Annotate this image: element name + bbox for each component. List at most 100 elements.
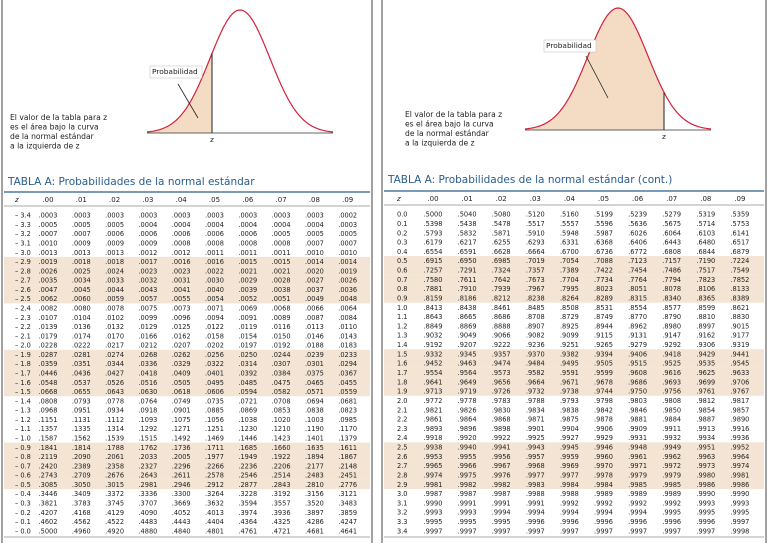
row-label: – 2.6 — [15, 286, 31, 294]
cell: .9564 — [458, 369, 477, 377]
cell: .0089 — [272, 314, 291, 322]
row-label: – 1.7 — [15, 370, 31, 378]
cell: .9099 — [560, 332, 579, 340]
row-label: – 2.8 — [15, 267, 31, 275]
cell: .3707 — [138, 500, 157, 508]
cell: .9964 — [730, 453, 749, 461]
cell: .3483 — [338, 500, 357, 508]
cell: .9993 — [458, 509, 477, 517]
cell: .9992 — [662, 499, 681, 507]
cell: .3446 — [39, 490, 58, 498]
cell: .7517 — [696, 267, 715, 275]
cell: .8023 — [594, 285, 613, 293]
row-label: – 3.4 — [15, 212, 31, 220]
row-label: 1.9 — [397, 388, 408, 396]
cell: .8106 — [696, 285, 715, 293]
cell: .6179 — [424, 239, 443, 247]
row-label: – 0.1 — [15, 518, 31, 526]
cell: .0004 — [138, 221, 157, 229]
cell: .8599 — [696, 304, 715, 312]
cell: .0158 — [205, 332, 224, 340]
cell: .9884 — [662, 416, 681, 424]
cell: .8264 — [560, 294, 579, 302]
cell: .3121 — [338, 490, 357, 498]
cell: .1170 — [338, 425, 357, 433]
cell: .1711 — [205, 444, 224, 452]
row-label: 1.7 — [397, 369, 408, 377]
cell: .9693 — [662, 378, 681, 386]
cell: .9678 — [594, 378, 613, 386]
cell: .9854 — [696, 406, 715, 414]
cell: .9463 — [458, 360, 477, 368]
column-header: z — [396, 195, 401, 203]
cell: .2611 — [172, 472, 191, 480]
row-label: – 2.0 — [15, 342, 31, 350]
cell: .2358 — [105, 462, 124, 470]
cell: .0268 — [138, 351, 157, 359]
cell: .0150 — [272, 332, 291, 340]
row-band — [4, 266, 370, 276]
caption: es el área bajo la curva — [405, 120, 494, 129]
cell: .0183 — [338, 342, 357, 350]
cell: .2483 — [305, 472, 324, 480]
cell: .9997 — [560, 527, 579, 535]
cell: .2148 — [338, 462, 357, 470]
row-label: – 1.4 — [15, 397, 31, 405]
row-label: 0.1 — [397, 220, 408, 228]
row-label: – 3.1 — [15, 240, 31, 248]
cell: .8531 — [594, 304, 613, 312]
cell: .8980 — [662, 322, 681, 330]
cell: .9893 — [424, 425, 443, 433]
cell: .9987 — [424, 490, 443, 498]
cell: .9991 — [492, 499, 511, 507]
cell: .0021 — [272, 267, 291, 275]
cell: .6808 — [662, 248, 681, 256]
cell: .9732 — [526, 388, 545, 396]
row-band — [4, 442, 370, 452]
cell: .0119 — [238, 323, 257, 331]
cell: .9265 — [594, 341, 613, 349]
shaded-area — [525, 8, 664, 130]
row-label: – 2.7 — [15, 277, 31, 285]
cell: .6985 — [492, 257, 511, 265]
cell: .9938 — [424, 444, 443, 452]
row-band — [4, 349, 370, 360]
cell: .9788 — [526, 397, 545, 405]
cell: .4286 — [305, 518, 324, 526]
cell: .0015 — [238, 258, 257, 266]
cell: .9996 — [628, 518, 647, 526]
cell: .0011 — [205, 249, 224, 257]
cell: .9990 — [424, 499, 443, 507]
cell: .1660 — [272, 444, 291, 452]
cell: .0016 — [205, 258, 224, 266]
cell: .5478 — [492, 220, 511, 228]
cell: .9719 — [458, 388, 477, 396]
cell: .9838 — [560, 406, 579, 414]
cell: .8729 — [560, 313, 579, 321]
cell: .9995 — [696, 509, 715, 517]
row-band — [4, 275, 370, 285]
cell: .9989 — [628, 490, 647, 498]
cell: .9846 — [628, 406, 647, 414]
cell: .8944 — [594, 322, 613, 330]
cell: .0301 — [305, 360, 324, 368]
cell: .3156 — [305, 490, 324, 498]
cell: .0039 — [238, 286, 257, 294]
cell: .9925 — [526, 434, 545, 442]
cell: .8849 — [424, 322, 443, 330]
cell: .0010 — [338, 249, 357, 257]
cell: .5557 — [560, 220, 579, 228]
cell: .2643 — [138, 472, 157, 480]
cell: .0066 — [305, 305, 324, 313]
column-header: .08 — [309, 196, 320, 204]
cell: .0009 — [72, 240, 91, 248]
row-label: 1.3 — [397, 332, 408, 340]
cell: .9984 — [560, 481, 579, 489]
cell: .0071 — [205, 305, 224, 313]
cell: .0003 — [205, 212, 224, 220]
cell: .8133 — [730, 285, 749, 293]
caption: a la izquierda de z — [405, 139, 475, 148]
row-label: – 0.5 — [15, 481, 31, 489]
cell: .0694 — [305, 397, 324, 405]
cell: .4364 — [238, 518, 257, 526]
